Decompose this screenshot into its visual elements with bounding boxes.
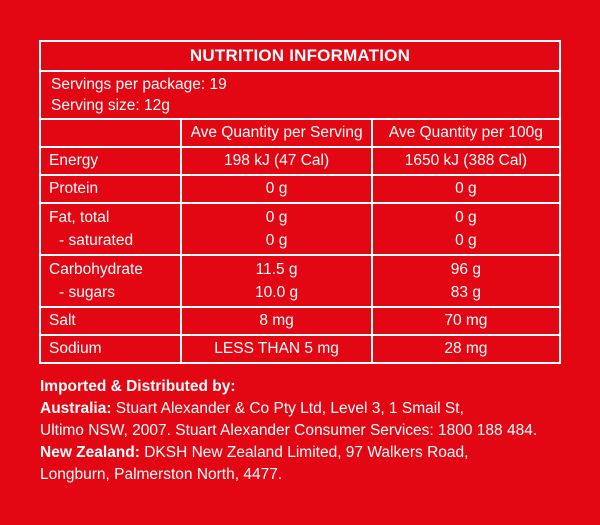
header-per-100g: Ave Quantity per 100g xyxy=(370,118,562,148)
row-label-protein: Protein xyxy=(38,174,183,204)
importer-heading: Imported & Distributed by: xyxy=(40,378,236,395)
nz-line-1: New Zealand: DKSH New Zealand Limited, 9… xyxy=(40,442,580,464)
sugars-per-serving: 10.0 g xyxy=(255,284,299,301)
row-label-carbohydrate: Carbohydrate xyxy=(49,261,143,278)
row-label-sugars: - sugars xyxy=(59,284,115,301)
carb-label-cell: Carbohydrate - sugars xyxy=(38,254,183,308)
energy-per-100g: 1650 kJ (388 Cal) xyxy=(370,146,562,176)
row-label-salt: Salt xyxy=(38,306,183,336)
nutrition-table: NUTRITION INFORMATION Servings per packa… xyxy=(38,40,562,364)
fat-label-cell: Fat, total - saturated xyxy=(38,202,183,256)
row-label-saturated: - saturated xyxy=(59,232,134,249)
sugars-per-100g: 83 g xyxy=(450,284,481,301)
serving-size: Serving size: 12g xyxy=(51,97,170,114)
carb-per-serving-cell: 11.5 g 10.0 g xyxy=(180,254,373,308)
australia-label: Australia: xyxy=(40,400,112,417)
fat-total-per-serving: 0 g xyxy=(265,209,288,226)
carbohydrate-per-serving: 11.5 g xyxy=(255,261,298,278)
saturated-per-100g: 0 g xyxy=(455,232,477,249)
serving-info-cell: Servings per package: 19 Serving size: 1… xyxy=(39,70,561,120)
carb-per-100g-cell: 96 g 83 g xyxy=(370,254,562,308)
title-row: NUTRITION INFORMATION xyxy=(39,40,561,72)
table-row: Fat, total - saturated 0 g 0 g 0 g 0 g xyxy=(38,202,562,256)
row-label-fat-total: Fat, total xyxy=(49,209,110,226)
australia-line-2: Ultimo NSW, 2007. Stuart Alexander Consu… xyxy=(40,422,538,439)
importer-info: Imported & Distributed by: Australia: St… xyxy=(40,376,580,486)
table-row: Salt 8 mg 70 mg xyxy=(38,306,562,336)
table-title: NUTRITION INFORMATION xyxy=(39,40,561,72)
sodium-per-serving: LESS THAN 5 mg xyxy=(180,334,373,364)
protein-per-100g: 0 g xyxy=(370,174,562,204)
table-row: Protein 0 g 0 g xyxy=(38,174,562,204)
carbohydrate-per-100g: 96 g xyxy=(450,261,481,278)
row-label-sodium: Sodium xyxy=(38,334,183,364)
serving-info-row: Servings per package: 19 Serving size: 1… xyxy=(39,70,561,120)
row-label-energy: Energy xyxy=(38,146,183,176)
nz-label: New Zealand: xyxy=(40,444,140,461)
fat-total-per-100g: 0 g xyxy=(455,209,477,226)
table-row: Sodium LESS THAN 5 mg 28 mg xyxy=(38,334,562,364)
salt-per-100g: 70 mg xyxy=(370,306,562,336)
fat-per-serving-cell: 0 g 0 g xyxy=(180,202,373,256)
header-row: Ave Quantity per Serving Ave Quantity pe… xyxy=(38,118,562,148)
header-per-serving: Ave Quantity per Serving xyxy=(180,118,373,148)
header-blank xyxy=(38,118,183,148)
australia-address-1: Stuart Alexander & Co Pty Ltd, Level 3, … xyxy=(111,400,464,417)
servings-per-package: Servings per package: 19 xyxy=(51,76,227,93)
nz-address-1: DKSH New Zealand Limited, 97 Walkers Roa… xyxy=(139,444,469,461)
saturated-per-serving: 0 g xyxy=(265,232,288,249)
fat-per-100g-cell: 0 g 0 g xyxy=(370,202,562,256)
protein-per-serving: 0 g xyxy=(180,174,373,204)
nutrition-panel: NUTRITION INFORMATION Servings per packa… xyxy=(38,40,562,364)
sodium-per-100g: 28 mg xyxy=(370,334,562,364)
table-row: Carbohydrate - sugars 11.5 g 10.0 g 96 g… xyxy=(38,254,562,308)
table-row: Energy 198 kJ (47 Cal) 1650 kJ (388 Cal) xyxy=(38,146,562,176)
australia-line-1: Australia: Stuart Alexander & Co Pty Ltd… xyxy=(40,398,580,420)
salt-per-serving: 8 mg xyxy=(180,306,373,336)
nz-line-2: Longburn, Palmerston North, 4477. xyxy=(40,466,283,483)
energy-per-serving: 198 kJ (47 Cal) xyxy=(180,146,373,176)
